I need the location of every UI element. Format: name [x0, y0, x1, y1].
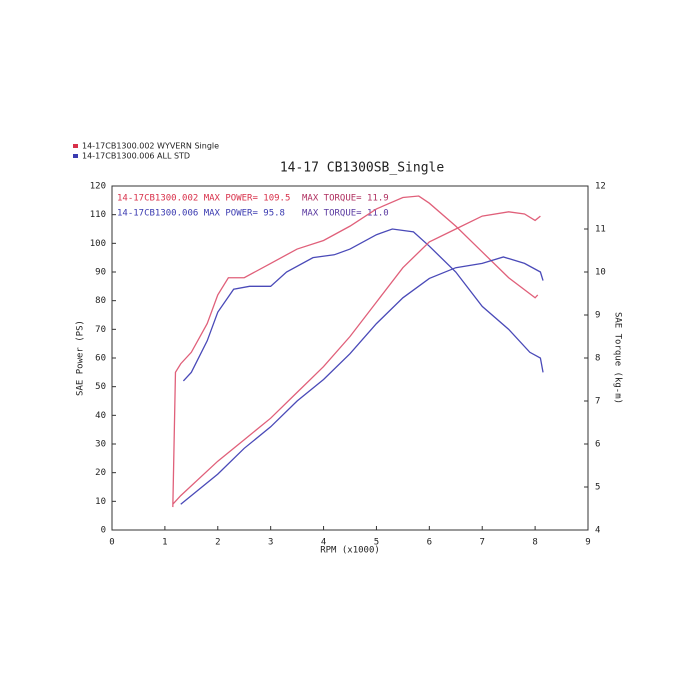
y-tick-label: 80 — [95, 296, 106, 306]
y-tick-label: 50 — [95, 382, 106, 392]
y-tick-label: 10 — [95, 497, 106, 507]
line-series — [172, 195, 539, 508]
y-tick-label: 60 — [95, 354, 106, 364]
y-tick-label: 90 — [95, 268, 106, 278]
legend-label: 14-17CB1300.002 WYVERN Single — [82, 142, 219, 151]
x-tick-label: 9 — [585, 538, 590, 548]
legend-swatch — [73, 154, 78, 158]
y2-tick-label: 6 — [595, 440, 600, 450]
x-tick-label: 2 — [215, 538, 220, 548]
y-tick-label: 40 — [95, 411, 106, 421]
y2-tick-label: 7 — [595, 397, 600, 407]
annotation: 14-17CB1300.006 MAX POWER= 95.8 — [117, 209, 285, 219]
line-series — [182, 228, 544, 382]
chart-title: 14-17 CB1300SB_Single — [280, 161, 445, 176]
line-series — [172, 211, 541, 505]
y2-tick-label: 11 — [595, 225, 606, 235]
y-tick-label: 70 — [95, 325, 106, 335]
y2-tick-label: 8 — [595, 354, 600, 364]
y-axis-label: SAE Power (PS) — [76, 320, 86, 396]
y2-axis-label: SAE Torque (kg-m) — [613, 312, 623, 404]
annotation: 14-17CB1300.002 MAX POWER= 109.5 — [117, 194, 290, 204]
y2-tick-label: 4 — [595, 526, 600, 536]
y-tick-label: 100 — [90, 239, 106, 249]
y-tick-label: 20 — [95, 468, 106, 478]
line-series — [180, 256, 544, 505]
x-tick-label: 3 — [268, 538, 273, 548]
x-tick-label: 6 — [427, 538, 432, 548]
annotation: MAX TORQUE= 11.9 — [302, 194, 389, 204]
x-tick-label: 0 — [109, 538, 114, 548]
y2-tick-label: 9 — [595, 311, 600, 321]
y-tick-label: 0 — [101, 526, 106, 536]
legend-swatch — [73, 144, 78, 148]
y2-tick-label: 12 — [595, 182, 606, 192]
x-tick-label: 4 — [321, 538, 326, 548]
x-tick-label: 7 — [480, 538, 485, 548]
x-tick-label: 1 — [162, 538, 167, 548]
annotation: MAX TORQUE= 11.0 — [302, 209, 389, 219]
x-axis-label: RPM (x1000) — [320, 546, 380, 556]
y-tick-label: 110 — [90, 210, 106, 220]
y2-tick-label: 10 — [595, 268, 606, 278]
legend-label: 14-17CB1300.006 ALL STD — [82, 152, 190, 161]
x-tick-label: 8 — [532, 538, 537, 548]
x-tick-label: 5 — [374, 538, 379, 548]
y-tick-label: 30 — [95, 440, 106, 450]
plot-frame — [111, 185, 589, 531]
y2-tick-label: 5 — [595, 483, 600, 493]
y-tick-label: 120 — [90, 182, 106, 192]
